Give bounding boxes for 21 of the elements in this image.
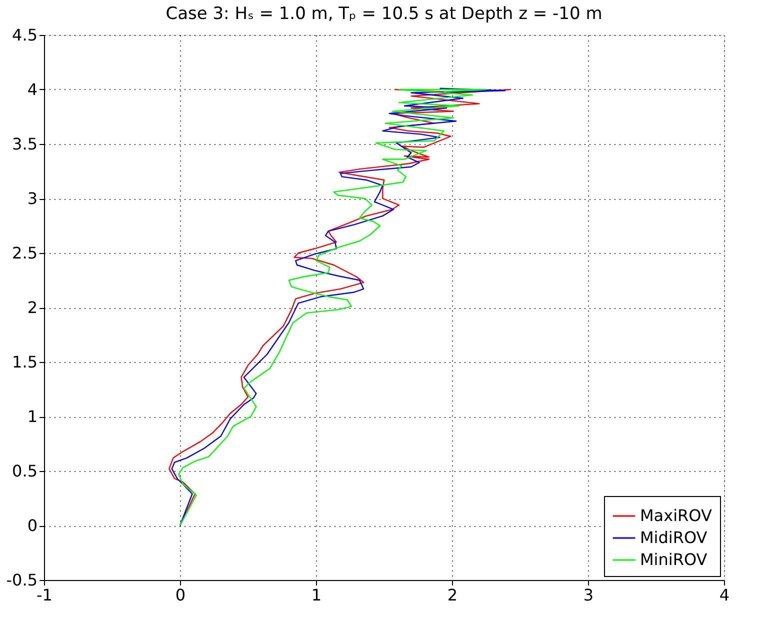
x-tick-label: 0 (175, 586, 186, 604)
legend-label: MiniROV (640, 550, 708, 569)
y-tick-label: 4.5 (12, 26, 38, 44)
y-tick-label: 4 (27, 80, 38, 99)
x-tick-label: 1 (311, 586, 322, 604)
y-tick-label: 0.5 (12, 462, 38, 480)
legend-label: MaxiROV (640, 506, 712, 525)
y-tick-label: 0 (27, 516, 38, 535)
x-tick-label: -1 (36, 586, 52, 604)
y-tick-label: -0.5 (6, 570, 38, 590)
y-tick-label: 3 (27, 189, 38, 208)
y-tick-label: 2.5 (12, 244, 38, 262)
y-tick-label: 1 (27, 407, 38, 426)
y-tick-label: 1.5 (12, 352, 38, 372)
chart-title: Case 3: Hₛ = 1.0 m, Tₚ = 10.5 s at Depth z = -10 m (166, 4, 602, 24)
x-tick-label: 2 (447, 586, 458, 604)
x-tick-label: 3 (583, 586, 594, 604)
legend-label: MidiROV (640, 528, 708, 547)
y-tick-label: 3.5 (12, 134, 38, 154)
y-tick-label: 2 (27, 298, 38, 317)
x-tick-label: 4 (719, 586, 730, 604)
